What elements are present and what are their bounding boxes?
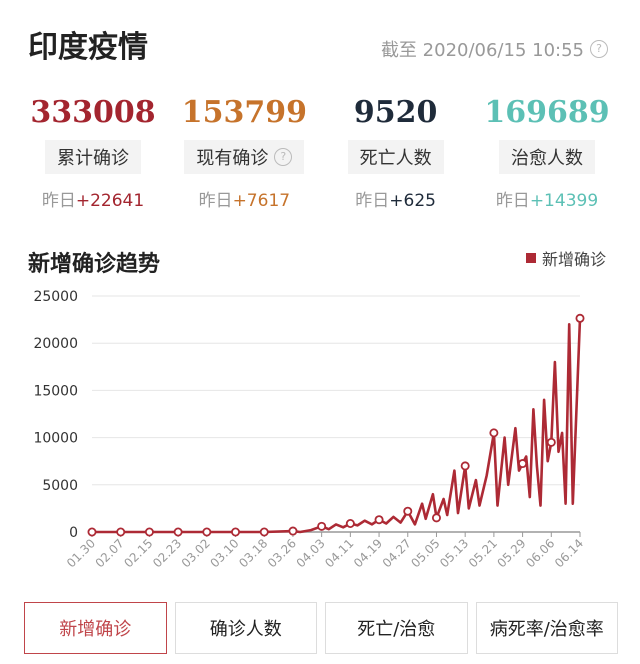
x-tick-label: 04.19 xyxy=(351,536,385,570)
data-point xyxy=(345,519,355,529)
x-tick-label: 05.29 xyxy=(495,536,529,570)
page-title: 印度疫情 xyxy=(28,30,148,65)
stat-total-confirmed: 333008 累计确诊 昨日+22641 xyxy=(18,92,168,211)
x-tick-label: 06.06 xyxy=(523,536,557,570)
stat-value: 169689 xyxy=(484,95,610,130)
stat-label: 治愈人数 xyxy=(498,140,595,174)
yest-value: +625 xyxy=(389,191,436,211)
chart-legend[interactable]: 新增确诊 xyxy=(525,246,606,270)
stat-label-text: 现有确诊 xyxy=(196,148,269,169)
yest-value: +7617 xyxy=(232,191,291,211)
stats-row: 333008 累计确诊 昨日+22641 153799 现有确诊? 昨日+761… xyxy=(18,92,622,211)
x-tick-label: 02.15 xyxy=(121,536,155,570)
chart-title: 新增确诊趋势 xyxy=(28,252,161,277)
data-point xyxy=(144,527,154,537)
stat-current-confirmed: 153799 现有确诊? 昨日+7617 xyxy=(169,92,319,211)
y-tick-label: 25000 xyxy=(33,289,78,305)
series-line xyxy=(92,318,582,534)
stat-yesterday: 昨日+22641 xyxy=(18,186,168,211)
stat-label-text: 治愈人数 xyxy=(510,148,583,169)
x-tick-label: 02.07 xyxy=(93,536,127,570)
data-point xyxy=(317,521,327,531)
update-time-text: 截至 2020/06/15 10:55 xyxy=(380,40,584,61)
data-point xyxy=(288,526,298,536)
x-tick-label: 03.02 xyxy=(179,536,213,570)
data-point xyxy=(259,527,269,537)
stat-yesterday: 昨日+14399 xyxy=(472,186,622,211)
yest-value: +22641 xyxy=(75,191,145,211)
stat-label: 死亡人数 xyxy=(347,140,444,174)
tab-new-confirmed[interactable]: 新增确诊 xyxy=(24,602,167,654)
x-tick-label: 04.03 xyxy=(294,536,328,570)
update-time: 截至 2020/06/15 10:55 ? xyxy=(381,36,608,62)
x-tick-label: 01.30 xyxy=(64,536,98,570)
stat-value: 153799 xyxy=(181,95,307,130)
y-tick-label: 0 xyxy=(69,525,78,541)
y-tick-label: 5000 xyxy=(42,478,78,494)
yest-label: 昨日 xyxy=(41,191,76,211)
legend-swatch xyxy=(525,253,536,263)
x-tick-label: 03.10 xyxy=(207,536,241,570)
stat-label: 现有确诊? xyxy=(184,140,305,174)
yest-label: 昨日 xyxy=(198,191,233,211)
stat-value: 9520 xyxy=(353,95,438,130)
tab-total-confirmed[interactable]: 确诊人数 xyxy=(174,602,317,654)
data-point xyxy=(460,461,470,471)
x-tick-label: 03.18 xyxy=(236,536,270,570)
x-tick-label: 06.14 xyxy=(552,536,586,570)
data-point xyxy=(489,428,499,438)
help-icon[interactable]: ? xyxy=(590,40,608,58)
stat-label-text: 死亡人数 xyxy=(359,148,432,169)
x-tick-label: 05.13 xyxy=(437,536,471,570)
help-icon[interactable]: ? xyxy=(274,148,293,166)
data-point xyxy=(403,506,413,516)
y-tick-label: 10000 xyxy=(33,431,78,447)
tab-rates[interactable]: 病死率/治愈率 xyxy=(475,602,618,654)
x-tick-label: 02.23 xyxy=(150,536,184,570)
yest-value: +14399 xyxy=(529,191,599,211)
stat-label-text: 累计确诊 xyxy=(57,148,129,169)
x-tick-label: 05.21 xyxy=(466,536,500,570)
yest-label: 昨日 xyxy=(355,191,390,211)
stat-label: 累计确诊 xyxy=(45,140,141,174)
stat-deaths: 9520 死亡人数 昨日+625 xyxy=(321,92,471,211)
data-point xyxy=(231,527,241,537)
data-point xyxy=(431,513,441,523)
legend-label: 新增确诊 xyxy=(541,250,606,269)
data-point xyxy=(173,527,183,537)
x-tick-label: 04.11 xyxy=(322,536,356,570)
data-point xyxy=(202,527,212,537)
x-tick-label: 05.05 xyxy=(408,536,442,570)
x-tick-label: 03.26 xyxy=(265,536,299,570)
trend-chart: 0 5000 10000 15000 20000 25000 01.3002.0702.15… xyxy=(33,289,586,570)
yest-label: 昨日 xyxy=(495,191,530,211)
y-tick-label: 20000 xyxy=(33,336,78,352)
stat-value: 333008 xyxy=(30,95,156,130)
data-point xyxy=(87,527,97,537)
x-tick-label: 04.27 xyxy=(380,536,414,570)
data-point xyxy=(374,515,384,525)
data-point xyxy=(518,459,528,469)
y-tick-label: 15000 xyxy=(33,383,78,399)
stat-recovered: 169689 治愈人数 昨日+14399 xyxy=(472,92,622,211)
stat-yesterday: 昨日+625 xyxy=(321,186,471,211)
chart-tabs: 新增确诊 确诊人数 死亡/治愈 病死率/治愈率 xyxy=(24,602,618,654)
stat-yesterday: 昨日+7617 xyxy=(169,186,319,211)
tab-deaths-recovered[interactable]: 死亡/治愈 xyxy=(325,602,468,654)
data-point xyxy=(116,527,126,537)
data-point xyxy=(546,437,556,447)
data-point xyxy=(575,313,585,323)
